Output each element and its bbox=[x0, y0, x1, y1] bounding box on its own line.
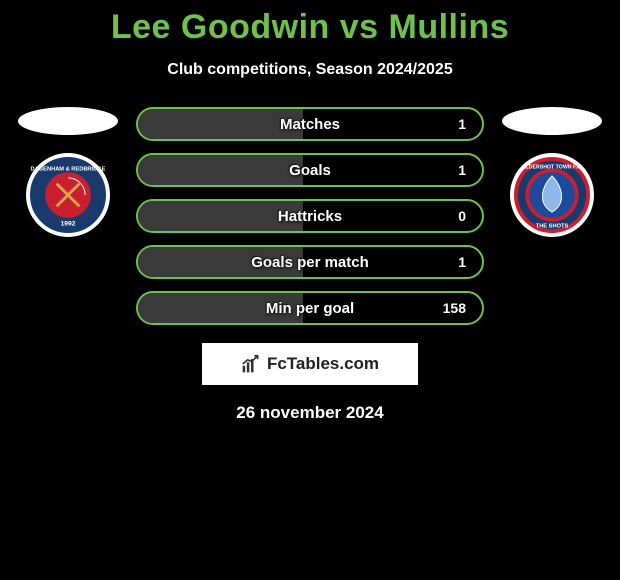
date-text: 26 november 2024 bbox=[0, 403, 620, 423]
stats-column: Matches 1 Goals 1 Hattricks 0 Goals per … bbox=[136, 107, 484, 325]
stat-right-value: 1 bbox=[446, 254, 466, 270]
page-title: Lee Goodwin vs Mullins bbox=[0, 8, 620, 47]
main-row: DAGENHAM & REDBRIDGE 1992 Matches 1 Goal… bbox=[0, 107, 620, 325]
player-ellipse-right bbox=[502, 107, 602, 135]
stat-fill bbox=[138, 109, 303, 139]
badge-right-svg: ALDERSHOT TOWN F.C. THE SHOTS bbox=[514, 157, 590, 233]
team-badge-right: ALDERSHOT TOWN F.C. THE SHOTS bbox=[510, 153, 594, 237]
svg-text:DAGENHAM & REDBRIDGE: DAGENHAM & REDBRIDGE bbox=[31, 166, 106, 172]
stat-label: Matches bbox=[280, 116, 340, 133]
stat-right-value: 158 bbox=[443, 300, 466, 316]
stat-bar-hattricks: Hattricks 0 bbox=[136, 199, 484, 233]
left-column: DAGENHAM & REDBRIDGE 1992 bbox=[18, 107, 118, 237]
right-column: ALDERSHOT TOWN F.C. THE SHOTS bbox=[502, 107, 602, 237]
svg-text:1992: 1992 bbox=[61, 220, 76, 227]
stat-bar-min-per-goal: Min per goal 158 bbox=[136, 291, 484, 325]
stat-label: Min per goal bbox=[266, 300, 354, 317]
brand-box[interactable]: FcTables.com bbox=[202, 343, 418, 385]
stat-label: Goals per match bbox=[251, 254, 369, 271]
comparison-widget: Lee Goodwin vs Mullins Club competitions… bbox=[0, 0, 620, 423]
player-ellipse-left bbox=[18, 107, 118, 135]
badge-left-svg: DAGENHAM & REDBRIDGE 1992 bbox=[30, 157, 106, 233]
stat-right-value: 1 bbox=[446, 116, 466, 132]
team-badge-left: DAGENHAM & REDBRIDGE 1992 bbox=[26, 153, 110, 237]
stat-right-value: 0 bbox=[446, 208, 466, 224]
stat-label: Goals bbox=[289, 162, 331, 179]
brand-text: FcTables.com bbox=[267, 354, 379, 374]
svg-text:ALDERSHOT TOWN F.C.: ALDERSHOT TOWN F.C. bbox=[522, 164, 583, 170]
stat-bar-goals-per-match: Goals per match 1 bbox=[136, 245, 484, 279]
stat-bar-goals: Goals 1 bbox=[136, 153, 484, 187]
stat-label: Hattricks bbox=[278, 208, 342, 225]
stat-right-value: 1 bbox=[446, 162, 466, 178]
stat-bar-matches: Matches 1 bbox=[136, 107, 484, 141]
stat-fill bbox=[138, 155, 303, 185]
subtitle: Club competitions, Season 2024/2025 bbox=[0, 61, 620, 79]
chart-icon bbox=[241, 354, 261, 374]
svg-text:THE SHOTS: THE SHOTS bbox=[536, 223, 569, 229]
